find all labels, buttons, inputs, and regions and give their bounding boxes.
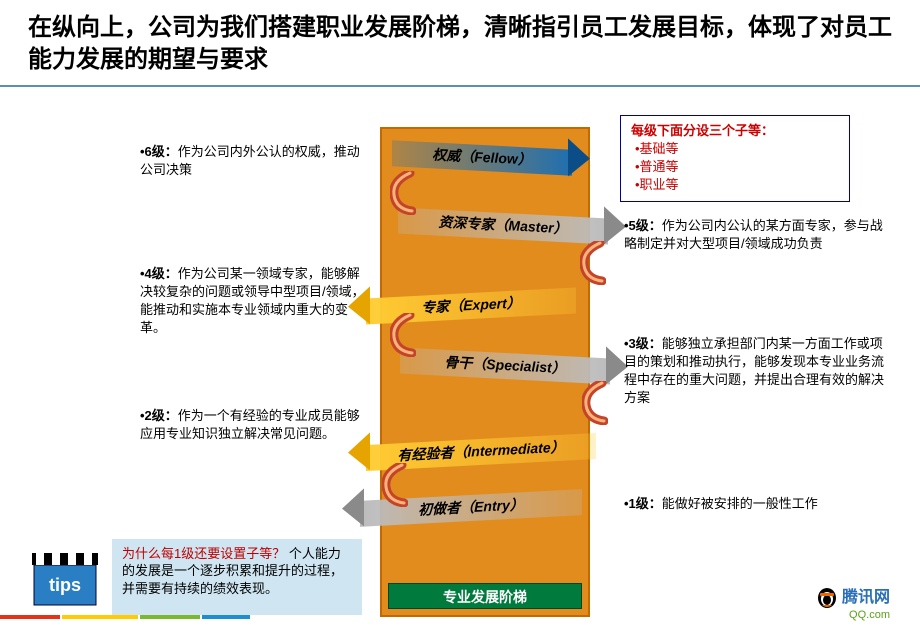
sublevel-item: •职业等 (635, 176, 839, 194)
footer-stripe (140, 615, 200, 619)
sublevel-title: 每级下面分设三个子等： (631, 122, 839, 140)
level-note: •2级：作为一个有经验的专业成员能够应用专业知识独立解决常见问题。 (140, 407, 366, 443)
ladder-arrow: 资深专家（Master） (398, 207, 608, 245)
level-note: •6级：作为公司内外公认的权威，推动公司决策 (140, 143, 366, 179)
level-note: •4级：作为公司某一领域专家，能够解决较复杂的问题或领导中型项目/领域，能推动和… (140, 265, 366, 338)
ladder-arrow: 权威（Fellow） (392, 139, 572, 177)
svg-text:tips: tips (49, 575, 81, 595)
level-note: •3级：能够独立承担部门内某一方面工作或项目的策划和推动执行，能够发现本专业业务… (624, 335, 884, 408)
connector-icon (390, 171, 416, 211)
connector-icon (390, 313, 416, 353)
footer-stripe (62, 615, 138, 619)
logo-domain: QQ.com (816, 609, 890, 621)
title-divider (0, 85, 920, 87)
connector-icon (382, 463, 408, 503)
diagram-area: 专业发展阶梯 权威（Fellow）资深专家（Master）专家（Expert）骨… (0, 97, 920, 627)
footer-stripe (202, 615, 250, 619)
clapperboard-icon: tips (28, 537, 106, 615)
connector-icon (582, 381, 608, 421)
ladder-label: 专业发展阶梯 (388, 583, 582, 609)
ladder-arrow: 骨干（Specialist） (400, 347, 610, 385)
sublevel-item: •基础等 (635, 140, 839, 158)
sublevel-item: •普通等 (635, 158, 839, 176)
level-note: •5级：作为公司内公认的某方面专家，参与战略制定并对大型项目/领域成功负责 (624, 217, 884, 253)
footer-stripe (0, 615, 60, 619)
tips-box: 为什么每1级还要设置子等？ 个人能力的发展是一个逐步积累和提升的过程，并需要有持… (112, 539, 362, 615)
connector-icon (580, 241, 606, 281)
logo-text: 腾讯网 (842, 589, 890, 606)
tips-question: 为什么每1级还要设置子等？ (122, 546, 285, 561)
page-title: 在纵向上，公司为我们搭建职业发展阶梯，清晰指引员工发展目标，体现了对员工能力发展… (0, 0, 920, 85)
tencent-logo: 腾讯网 QQ.com (816, 583, 890, 621)
level-note: •1级：能做好被安排的一般性工作 (624, 495, 884, 513)
sublevel-box: 每级下面分设三个子等： •基础等 •普通等 •职业等 (620, 115, 850, 202)
